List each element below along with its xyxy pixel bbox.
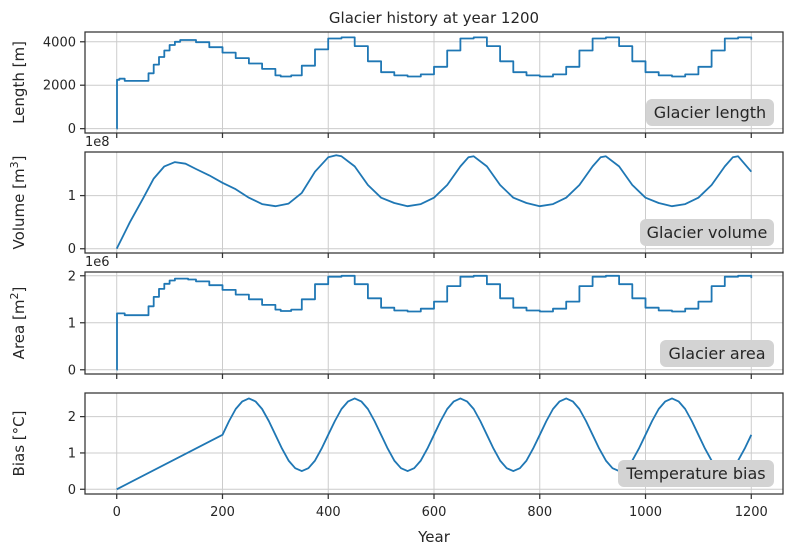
figure-title: Glacier history at year 1200 [329,9,539,27]
length-axes-frame [84,31,784,134]
length-y-axis-title: Length [m] [10,41,28,124]
temperature-bias-label-box [618,460,774,487]
temperature-bias-axes-frame [84,392,784,495]
volume-label-box [640,219,774,246]
x-axis-title: Year [417,528,451,546]
area-y-axis-title-text: Area [m [10,300,28,360]
x-tick-label-200: 200 [210,505,235,520]
length-y-tick-label-1: 2000 [43,79,76,94]
area-label-box [660,340,774,367]
volume-offset-label: 1e8 [85,135,110,150]
area-axes-frame [84,271,784,375]
volume-y-tick-label-1: 1 [68,189,76,204]
length-label-text: Glacier length [654,103,766,122]
temperature-bias-y-tick-label-1: 1 [68,446,76,461]
area-y-tick-label-2: 2 [68,269,76,284]
x-tick-label-800: 800 [527,505,552,520]
length-y-tick-label-0: 0 [68,122,76,137]
x-tick-label-400: 400 [316,505,341,520]
area-y-tick-label-1: 1 [68,316,76,331]
area-y-axis-title: Area [m2] [8,287,28,360]
area-series-line [116,274,753,371]
length-label-box [646,99,774,126]
temperature-bias-y-tick-label-0: 0 [68,483,76,498]
volume-series-line [115,154,752,250]
x-tick-label-1000: 1000 [629,505,662,520]
temperature-bias-panel: 0 1 2 Bias [°C] Temperature bias 0 200 400 600 80… [10,392,784,520]
volume-y-axis-title-text: Volume [m [10,168,28,249]
volume-y-tick-label-0: 0 [68,242,76,257]
temperature-bias-label-text: Temperature bias [625,464,765,483]
area-y-axis-title-sup: 2 [8,293,21,300]
temperature-bias-series-line [116,397,753,491]
volume-y-axis-title-close: ] [10,156,28,162]
area-y-axis-title-close: ] [10,287,28,293]
area-offset-label: 1e6 [85,255,110,270]
temperature-bias-y-tick-label-2: 2 [68,410,76,425]
volume-panel: 0 1 1e8 Volume [m3] Glacier volume [8,135,784,258]
volume-label-text: Glacier volume [647,223,768,242]
volume-y-axis-title-sup: 3 [8,161,21,168]
volume-y-axis-title: Volume [m3] [8,156,28,250]
length-panel: 0 2000 4000 Length [m] Glacier length [10,31,784,138]
length-series-line [116,36,753,130]
x-tick-label-1200: 1200 [735,505,768,520]
volume-axes-frame [84,151,784,254]
temperature-bias-y-axis-title: Bias [°C] [10,411,28,477]
area-y-tick-label-0: 0 [68,363,76,378]
area-label-text: Glacier area [668,344,765,363]
x-tick-label-600: 600 [422,505,447,520]
length-y-tick-label-2: 4000 [43,35,76,50]
x-tick-label-0: 0 [113,505,121,520]
